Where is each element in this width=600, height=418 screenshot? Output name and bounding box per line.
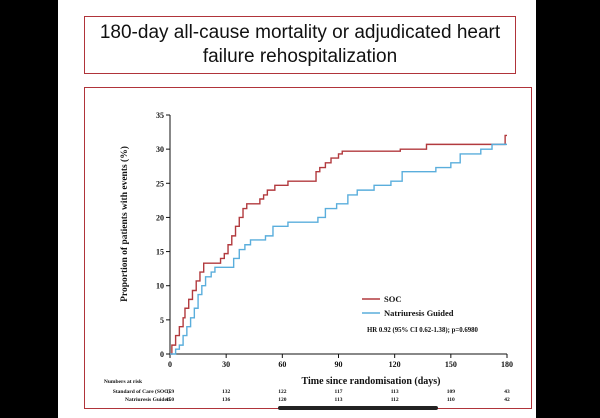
risk-value-soc-180: 43: [504, 389, 510, 395]
x-tick-label-120: 120: [389, 360, 401, 369]
y-tick-label-15: 15: [156, 248, 164, 257]
risk-value-soc-30: 132: [222, 389, 231, 395]
risk-value-ng-150: 110: [447, 397, 455, 403]
risk-value-ng-180: 42: [504, 397, 510, 403]
risk-value-soc-60: 122: [278, 389, 287, 395]
legend-label-ng: Natriuresis Guided: [384, 308, 454, 318]
risk-value-ng-120: 112: [391, 397, 399, 403]
risk-value-ng-30: 136: [222, 397, 231, 403]
x-tick-label-90: 90: [335, 360, 343, 369]
y-tick-label-10: 10: [156, 282, 164, 291]
y-tick-label-5: 5: [160, 316, 164, 325]
x-tick-label-0: 0: [168, 360, 172, 369]
chart-frame: 0 5 10 15 20 25 30 35 0 30 60 90 120 150 180 Proportio…: [84, 87, 532, 409]
x-tick-label-30: 30: [222, 360, 230, 369]
series-group: [170, 134, 507, 355]
risk-table-header: Numbers at risk: [104, 379, 143, 385]
risk-value-soc-90: 117: [335, 389, 343, 395]
risk-value-ng-90: 113: [335, 397, 343, 403]
home-indicator-bar[interactable]: [278, 406, 438, 410]
slide: 180-day all-cause mortality or adjudicat…: [58, 0, 536, 418]
axis-ticks-group: 0 5 10 15 20 25 30 35 0 30 60 90 120 150 180: [156, 111, 513, 369]
y-tick-label-35: 35: [156, 111, 164, 120]
y-tick-label-0: 0: [160, 350, 164, 359]
series-line-soc: [170, 134, 507, 355]
risk-value-ng-60: 120: [278, 397, 287, 403]
numbers-at-risk-table: Numbers at risk Standard of Care (SOC) N…: [104, 379, 510, 403]
y-tick-label-20: 20: [156, 213, 164, 222]
y-tick-label-30: 30: [156, 145, 164, 154]
title-line-1: 180-day all-cause mortality or adjudicat…: [99, 22, 501, 43]
y-axis-label: Proportion of patients with events (%): [119, 146, 130, 302]
x-tick-label-150: 150: [445, 360, 457, 369]
x-tick-label-180: 180: [501, 360, 513, 369]
x-tick-label-60: 60: [278, 360, 286, 369]
risk-row-label-soc: Standard of Care (SOC): [113, 388, 170, 395]
risk-value-soc-120: 113: [391, 389, 399, 395]
risk-value-soc-0: 159: [166, 389, 175, 395]
x-axis-label: Time since randomisation (days): [302, 376, 441, 387]
y-tick-label-25: 25: [156, 179, 164, 188]
risk-value-soc-150: 109: [447, 389, 456, 395]
legend: SOC Natriuresis Guided HR 0.92 (95% CI 0…: [362, 294, 479, 334]
title-line-2: failure rehospitalization: [202, 46, 398, 67]
risk-value-ng-0: 150: [166, 397, 175, 403]
hazard-ratio-annotation: HR 0.92 (95% CI 0.62-1.38); p=0.6980: [367, 327, 479, 334]
risk-row-label-ng: Natriuresis Guided: [125, 397, 170, 403]
km-chart: 0 5 10 15 20 25 30 35 0 30 60 90 120 150 180 Proportio…: [104, 111, 513, 403]
slide-title-box: 180-day all-cause mortality or adjudicat…: [84, 16, 516, 74]
series-line-natriuresis-guided: [170, 143, 507, 355]
legend-label-soc: SOC: [384, 294, 401, 304]
